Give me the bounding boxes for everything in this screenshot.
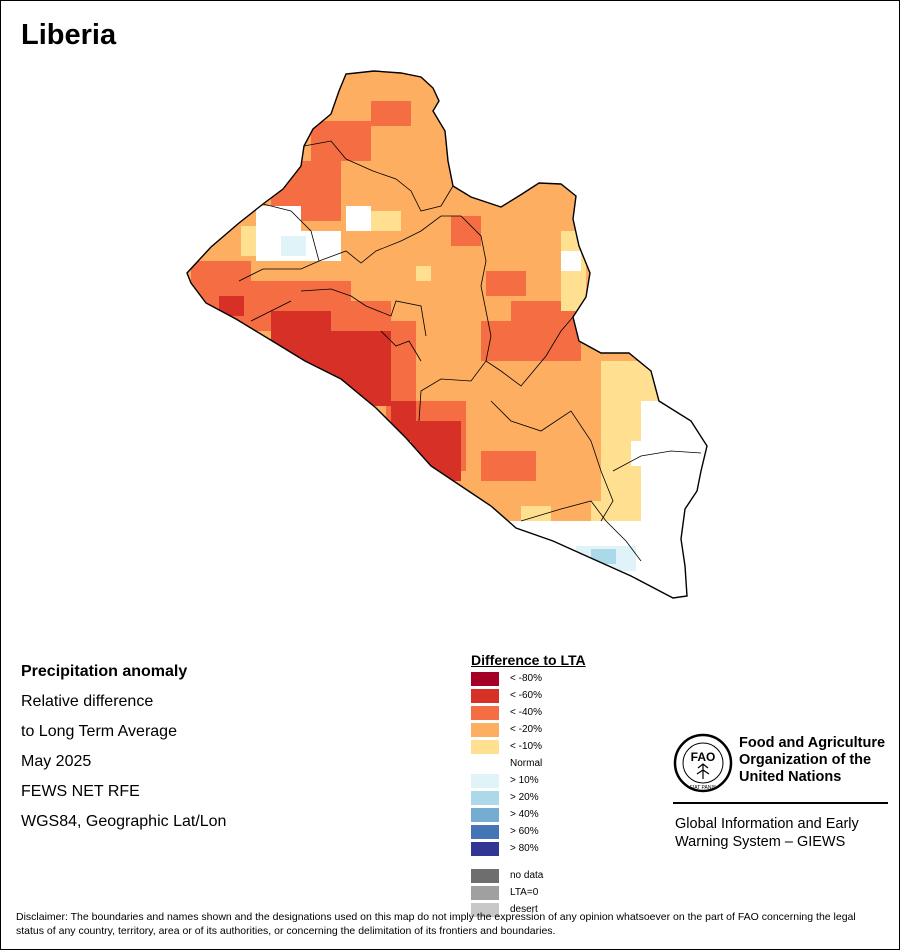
fao-motto: FIAT PANIS	[690, 785, 717, 791]
legend-extra-swatch	[471, 903, 499, 917]
legend-item-swatch	[471, 723, 499, 737]
legend-item-row: < -60%	[471, 689, 586, 706]
legend-item-row: < -40%	[471, 706, 586, 723]
fao-name-line2: Organization of the	[739, 752, 872, 768]
legend-item-label: < -10%	[510, 741, 542, 752]
legend-item-label: > 80%	[510, 843, 539, 854]
legend-item-label: > 60%	[510, 826, 539, 837]
legend-item-label: < -60%	[510, 690, 542, 701]
disclaimer-text: Disclaimer: The boundaries and names sho…	[16, 911, 856, 937]
legend-item-row: > 40%	[471, 808, 586, 825]
fao-branding: FAO FIAT PANIS Food and Agriculture Orga…	[673, 733, 888, 850]
info-line1: Relative difference	[21, 693, 154, 710]
map-info: Precipitation anomaly Relative differenc…	[21, 657, 226, 837]
legend-item-label: > 20%	[510, 792, 539, 803]
legend-item-swatch	[471, 706, 499, 720]
legend-item-label: Normal	[510, 758, 543, 769]
legend-item-row: > 80%	[471, 842, 586, 859]
legend-item-swatch	[471, 689, 499, 703]
legend-extra-label: no data	[510, 870, 544, 881]
info-source: FEWS NET RFE	[21, 783, 140, 800]
info-line2: to Long Term Average	[21, 723, 177, 740]
legend-item-label: > 40%	[510, 809, 539, 820]
legend-item-row: < -20%	[471, 723, 586, 740]
legend: Difference to LTA < -80% < -60% < -40% < -2…	[471, 652, 586, 920]
legend-item-row: > 60%	[471, 825, 586, 842]
map-title: Liberia	[21, 19, 117, 51]
legend-item-row: > 20%	[471, 791, 586, 808]
legend-extra-swatch	[471, 869, 499, 883]
legend-extra-row: no data	[471, 869, 586, 886]
legend-item-label: < -40%	[510, 707, 542, 718]
legend-item-swatch	[471, 825, 499, 839]
fao-logo: FAO FIAT PANIS	[673, 733, 733, 793]
legend-item-row: < -10%	[471, 740, 586, 757]
info-projection: WGS84, Geographic Lat/Lon	[21, 813, 227, 830]
info-heading: Precipitation anomaly	[21, 663, 188, 680]
county-boundaries	[238, 140, 702, 562]
legend-item-label: > 10%	[510, 775, 539, 786]
legend-item-swatch	[471, 791, 499, 805]
legend-extra-label: LTA=0	[510, 887, 539, 898]
giews-line2: Warning System – GIEWS	[675, 834, 846, 850]
legend-item-swatch	[471, 757, 499, 771]
legend-extra-swatch	[471, 886, 499, 900]
legend-item-swatch	[471, 842, 499, 856]
legend-item-swatch	[471, 672, 499, 686]
fao-logo-text: FAO	[691, 750, 716, 764]
legend-extra-label: desert	[510, 904, 538, 915]
legend-items: < -80% < -60% < -40% < -20% < -10% Normal > 10…	[471, 672, 586, 859]
legend-extra-row: LTA=0	[471, 886, 586, 903]
legend-item-row: < -80%	[471, 672, 586, 689]
anomaly-zone-plus-20	[591, 549, 616, 564]
giews-line1: Global Information and Early	[675, 816, 859, 832]
giews-name: Global Information and Early Warning Sys…	[675, 815, 895, 851]
legend-item-row: > 10%	[471, 774, 586, 791]
legend-extra-row: desert	[471, 903, 586, 920]
legend-title: Difference to LTA	[471, 652, 586, 668]
legend-item-swatch	[471, 808, 499, 822]
fao-name-line3: United Nations	[739, 769, 842, 785]
legend-item-swatch	[471, 774, 499, 788]
legend-extra-items: no data LTA=0 desert	[471, 869, 586, 920]
fao-name: Food and Agriculture Organization of the…	[739, 735, 899, 786]
legend-item-label: < -80%	[510, 673, 542, 684]
info-period: May 2025	[21, 753, 92, 770]
legend-item-label: < -20%	[510, 724, 542, 735]
fao-divider	[673, 802, 888, 804]
legend-item-swatch	[471, 740, 499, 754]
legend-item-row: Normal	[471, 757, 586, 774]
fao-name-line1: Food and Agriculture	[739, 735, 886, 751]
